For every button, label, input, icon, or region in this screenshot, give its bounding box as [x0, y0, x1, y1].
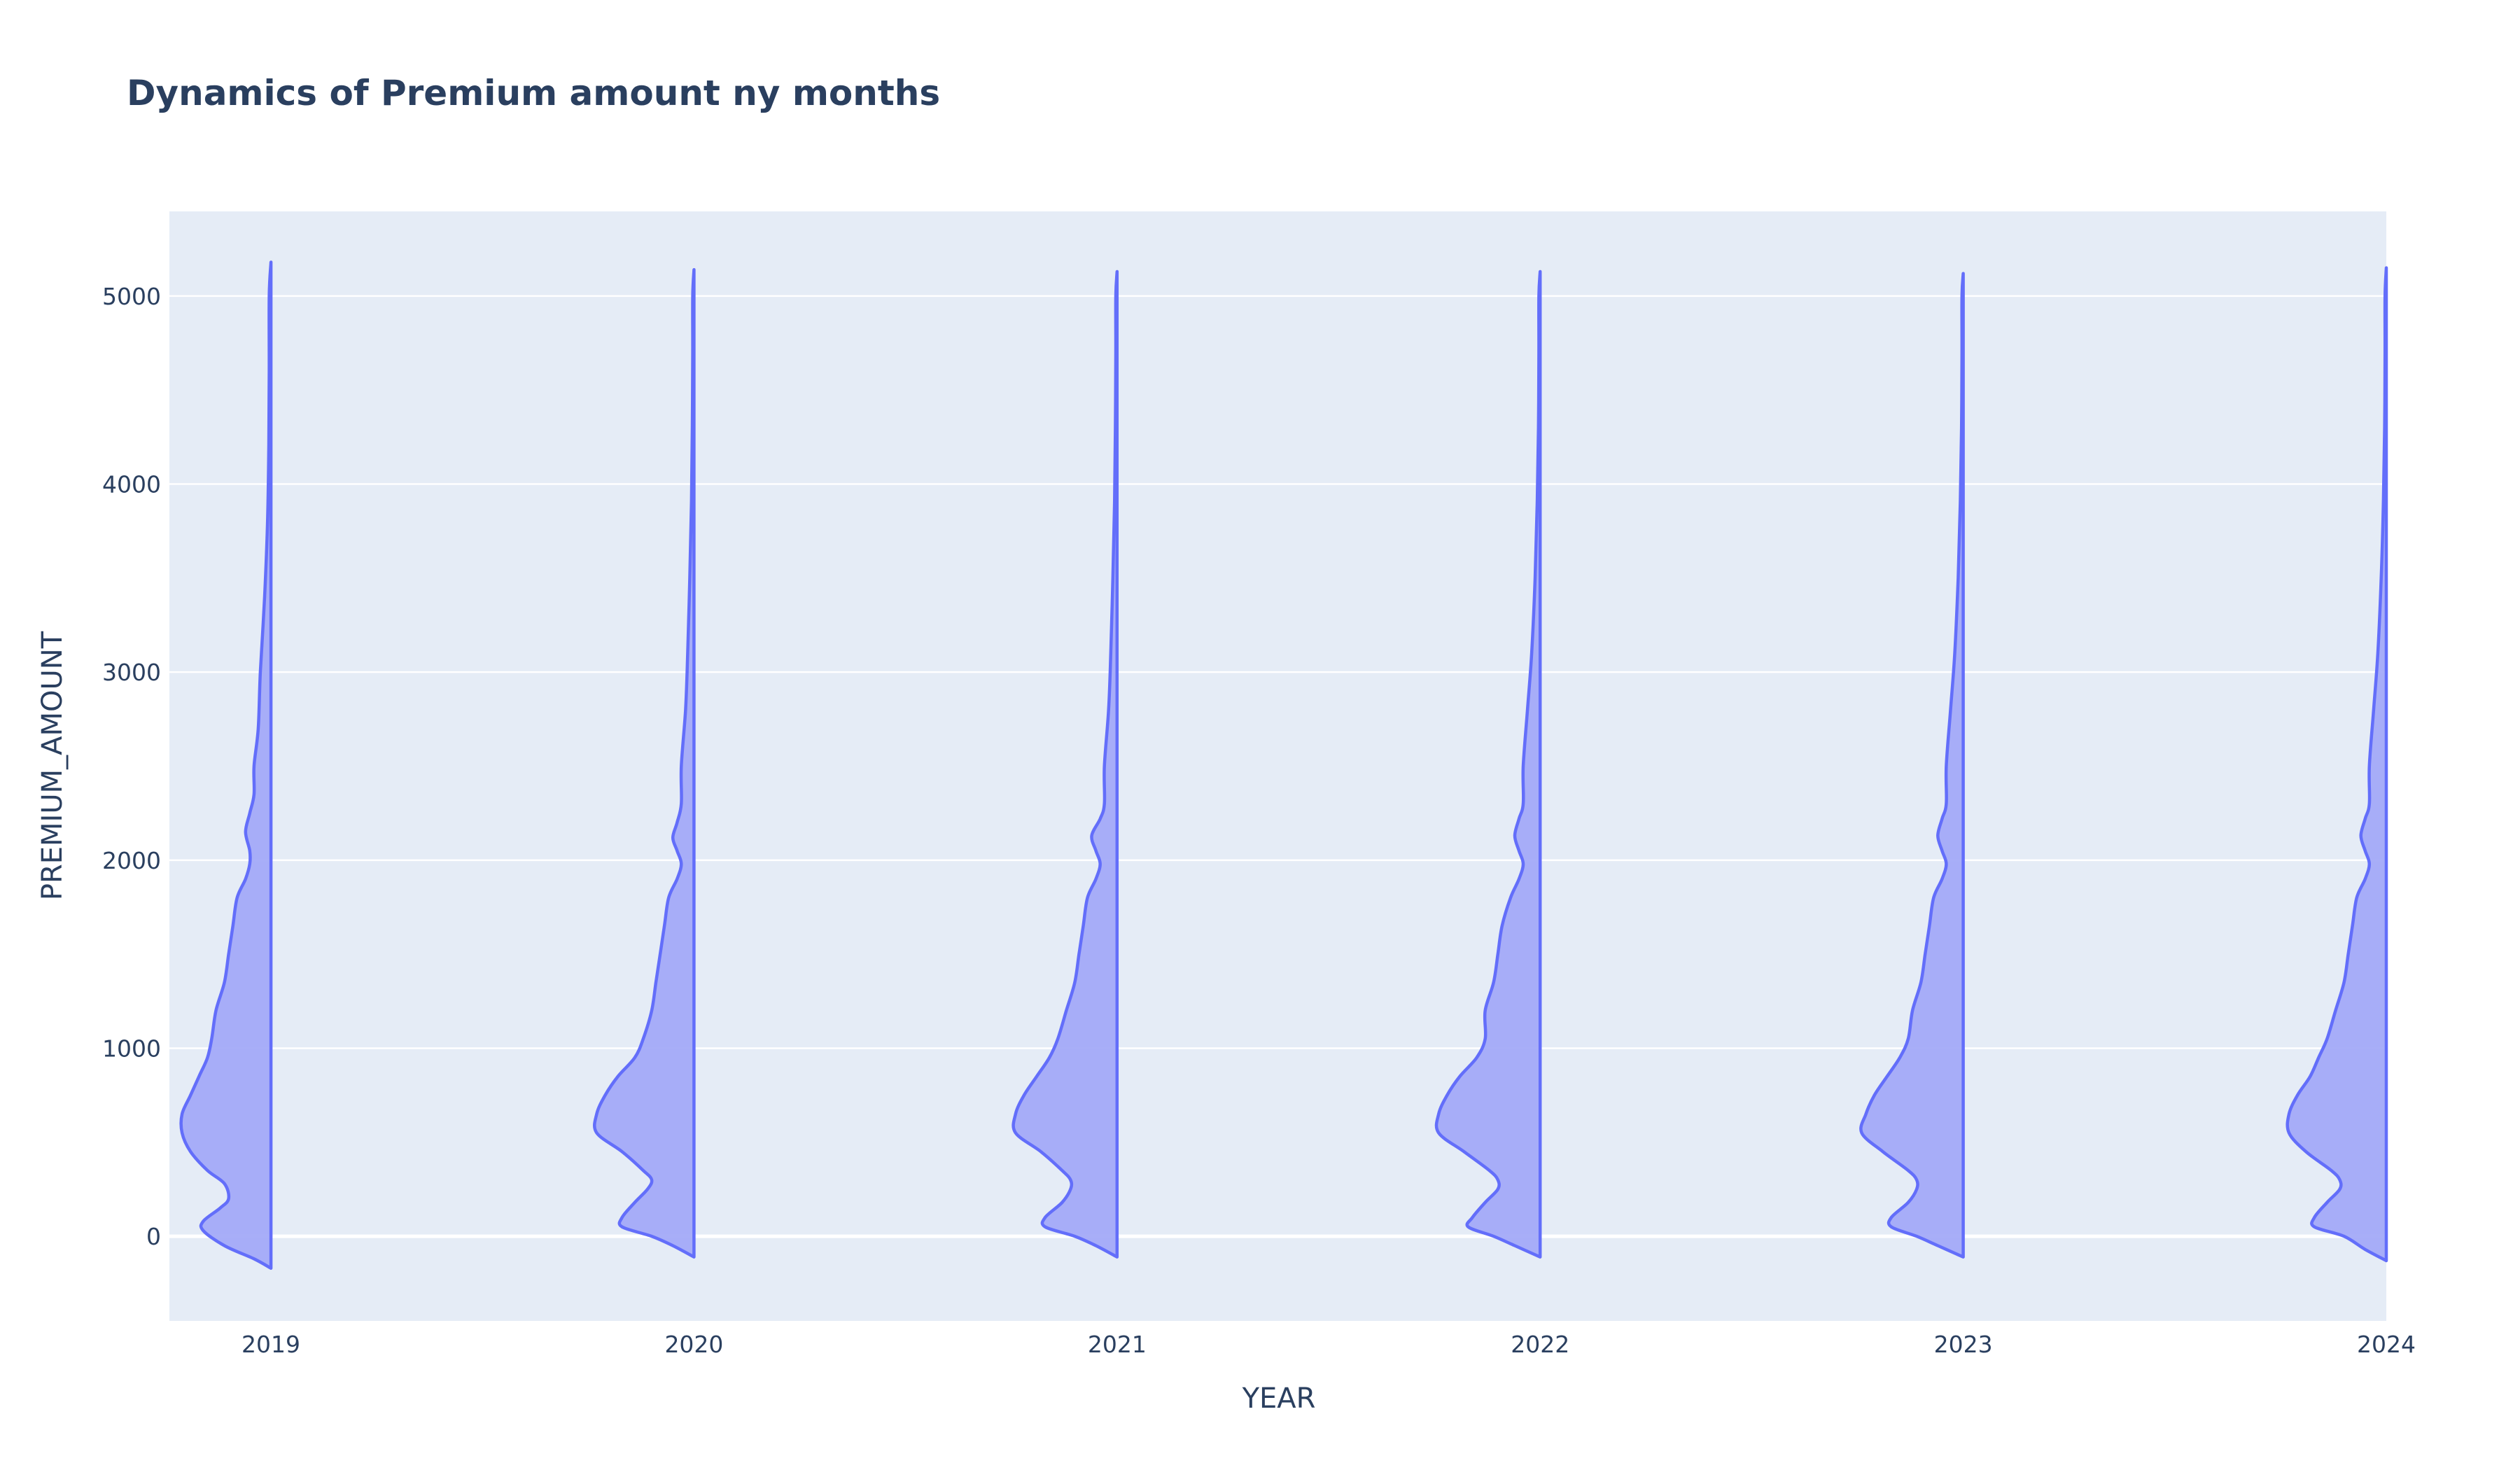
y-gridlines	[169, 295, 2386, 1238]
y-axis-ticks: 0 1000 2000 3000 4000 5000	[102, 283, 161, 1250]
violin-2024	[2286, 266, 2388, 1263]
chart-title: Dynamics of Premium amount ny months	[127, 73, 940, 113]
violin-2022	[1434, 270, 1542, 1259]
x-axis-ticks: 2019 2020 2021 2022 2023 2024	[241, 1331, 2416, 1358]
y-tick-label: 2000	[102, 847, 161, 874]
x-tick-label: 2023	[1934, 1331, 1993, 1358]
violin-2019	[179, 260, 273, 1270]
y-tick-label: 0	[146, 1223, 161, 1250]
plot-area	[169, 211, 2386, 1321]
x-axis-title: YEAR	[1242, 1382, 1316, 1415]
y-axis-title: PREMIUM_AMOUNT	[36, 631, 69, 900]
x-tick-label: 2024	[2357, 1331, 2416, 1358]
x-tick-label: 2022	[1511, 1331, 1569, 1358]
violin-2021	[1011, 270, 1119, 1259]
violin-2023	[1859, 272, 1965, 1259]
y-tick-label: 4000	[102, 471, 161, 498]
x-tick-label: 2020	[664, 1331, 723, 1358]
violin-2020	[592, 268, 696, 1259]
violins	[179, 260, 2388, 1270]
y-tick-label: 1000	[102, 1035, 161, 1062]
x-tick-label: 2019	[241, 1331, 300, 1358]
y-tick-label: 5000	[102, 283, 161, 310]
y-tick-label: 3000	[102, 659, 161, 686]
x-tick-label: 2021	[1088, 1331, 1147, 1358]
